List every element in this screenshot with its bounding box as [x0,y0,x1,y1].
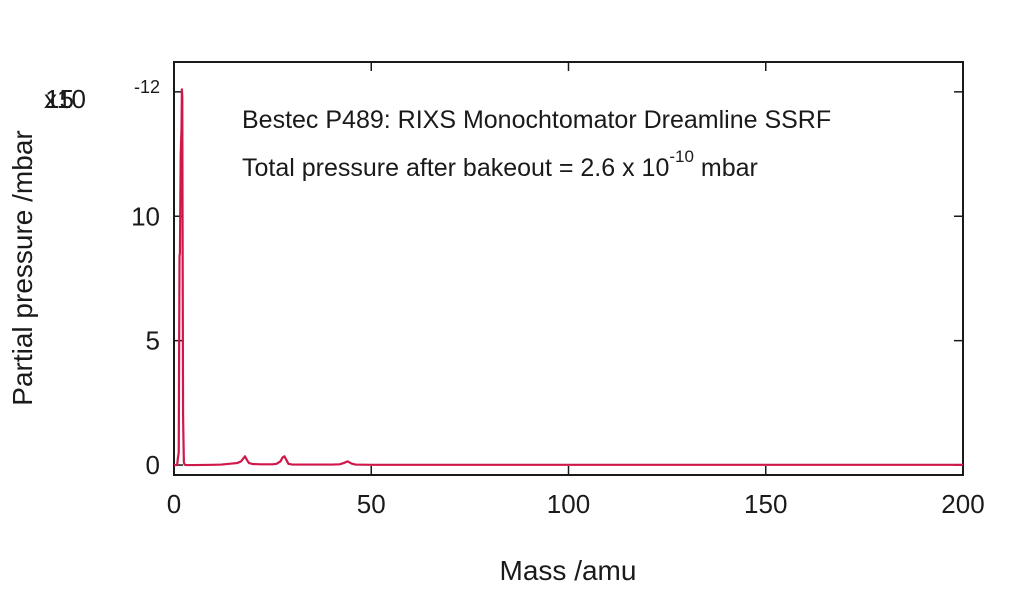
annotation-line-2-suffix: mbar [694,154,758,182]
annotation-line-2-prefix: Total pressure after bakeout = 2.6 x 10 [242,154,669,182]
y-axis-title: Partial pressure /mbar [7,130,38,405]
x-tick-label: 100 [547,489,590,519]
x-tick-labels: 0 50 100 150 200 [167,489,985,519]
x-tick-label: 150 [744,489,787,519]
x-axis-title: Mass /amu [500,555,637,586]
series-line [174,88,963,467]
y-multiplier-exponent: -12 [134,77,160,97]
y-multiplier-base: x10 [44,84,86,114]
y-tick-label: 15 [45,84,74,114]
annotation-line-2-exponent: -10 [669,147,694,166]
y-tick-labels: 0 5 10 15 [45,84,160,480]
annotation-line-2: Total pressure after bakeout = 2.6 x 10-… [242,147,758,182]
y-tick-label: 0 [146,450,160,480]
x-tick-label: 0 [167,489,181,519]
y-tick-label: 5 [146,326,160,356]
x-tick-label: 50 [357,489,386,519]
x-tick-label: 200 [941,489,984,519]
y-tick-label: 10 [131,201,160,231]
annotation-line-1: Bestec P489: RIXS Monochtomator Dreamlin… [242,106,831,134]
